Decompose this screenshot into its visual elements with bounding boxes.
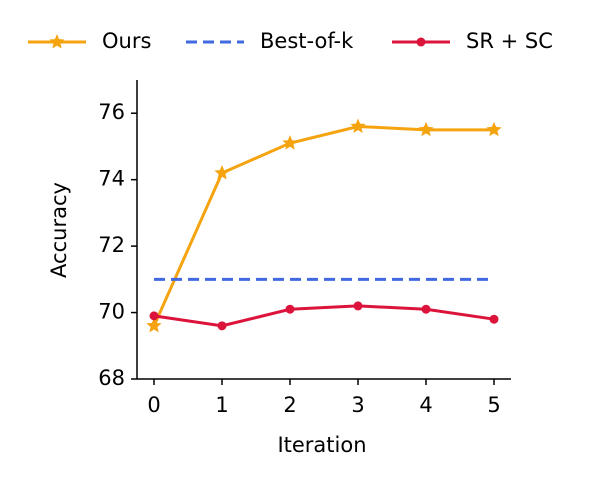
y-tick-label: 70 bbox=[98, 300, 125, 324]
x-tick-label: 2 bbox=[283, 393, 296, 417]
marker bbox=[146, 317, 162, 333]
marker bbox=[214, 165, 230, 180]
legend-label: Ours bbox=[102, 29, 151, 53]
x-tick-label: 0 bbox=[147, 393, 160, 417]
marker bbox=[285, 304, 295, 314]
x-axis-label: Iteration bbox=[277, 433, 366, 457]
legend-label: Best-of-k bbox=[260, 29, 354, 53]
marker bbox=[353, 301, 363, 311]
y-tick-label: 68 bbox=[98, 366, 125, 390]
marker bbox=[149, 311, 159, 321]
marker bbox=[489, 314, 499, 324]
y-axis-label: Accuracy bbox=[47, 182, 71, 278]
marker bbox=[217, 321, 227, 331]
marker bbox=[282, 135, 298, 150]
x-tick-label: 1 bbox=[215, 393, 228, 417]
legend-marker bbox=[416, 37, 426, 47]
marker bbox=[486, 121, 502, 137]
legend-label: SR + SC bbox=[466, 29, 553, 53]
marker bbox=[421, 304, 431, 314]
legend-marker bbox=[49, 34, 65, 49]
series-line bbox=[153, 304, 495, 328]
x-tick-label: 3 bbox=[351, 393, 364, 417]
y-tick-label: 72 bbox=[98, 233, 125, 257]
x-tick-label: 5 bbox=[487, 393, 500, 417]
marker bbox=[350, 118, 366, 133]
marker bbox=[418, 121, 434, 137]
x-tick-label: 4 bbox=[419, 393, 432, 417]
y-tick-label: 76 bbox=[98, 100, 125, 124]
series-line bbox=[152, 125, 494, 327]
y-tick-label: 74 bbox=[98, 167, 125, 191]
